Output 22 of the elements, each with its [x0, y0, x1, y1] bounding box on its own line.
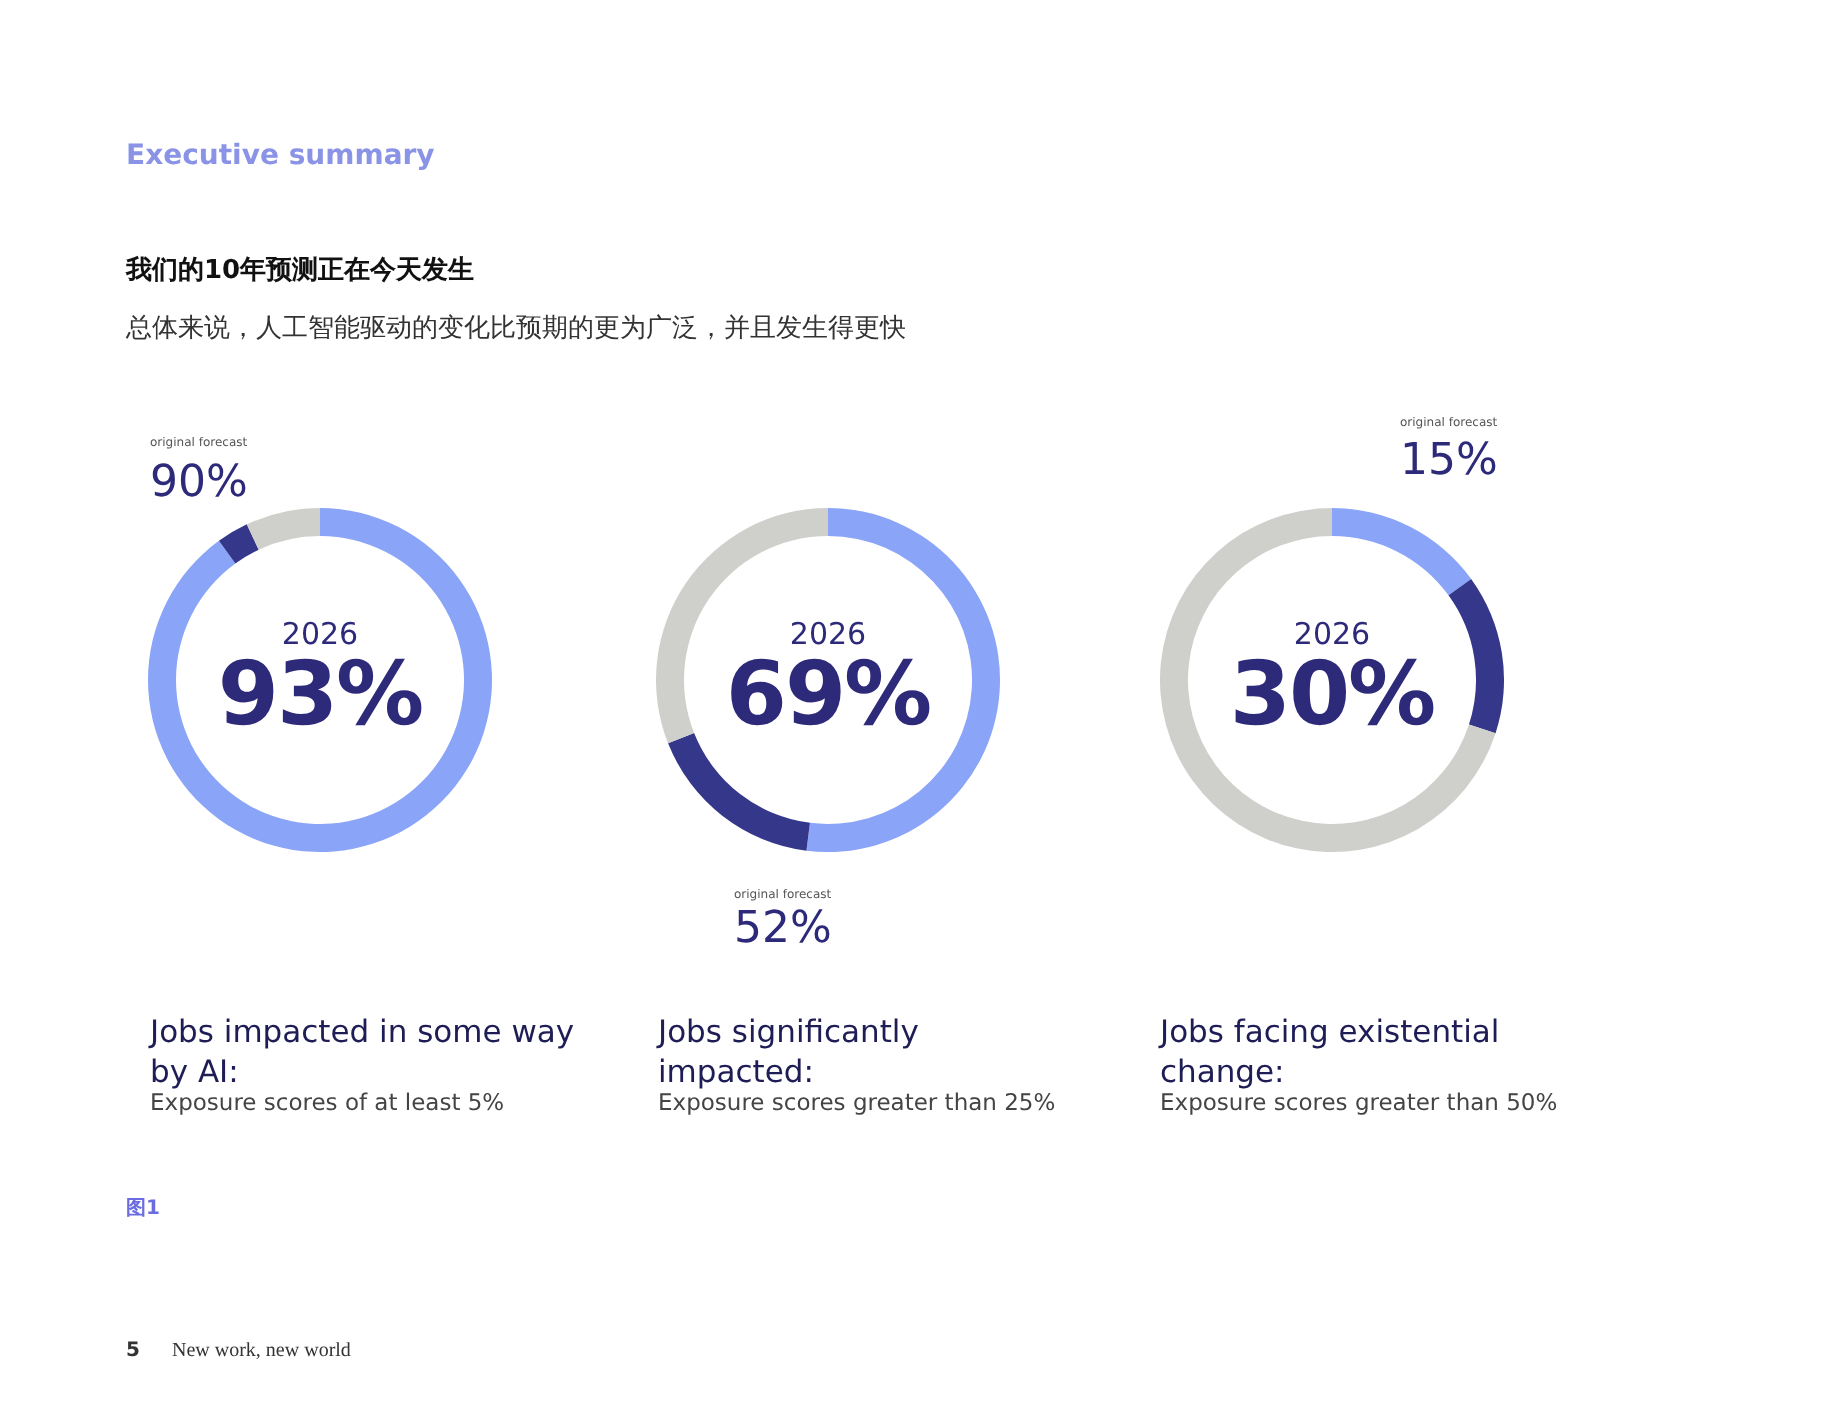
- text: Jobs facing existential change:: [1160, 1012, 1502, 1092]
- text: Exposure scores greater than 25%: [658, 1088, 1056, 1116]
- text: Exposure scores greater than 50%: [1160, 1088, 1558, 1116]
- donut-slice: [1160, 508, 1496, 852]
- text: Exposure scores of at least 5%: [150, 1088, 505, 1116]
- donut-slice: [246, 508, 320, 550]
- donut-slice: [148, 508, 492, 852]
- text: 90%: [150, 458, 248, 508]
- donut-slice: [218, 524, 259, 564]
- text: 总体来说，人工智能驱动的变化比预期的更为广泛，并且发生得更快: [126, 312, 906, 346]
- text: 我们的10年预测正在今天发生: [126, 254, 475, 288]
- text: New work, new world: [172, 1340, 351, 1362]
- donut-slice: [668, 733, 810, 851]
- donut-slice: [1448, 578, 1504, 734]
- text: Executive summary: [126, 140, 435, 172]
- donut-slice: [1332, 508, 1472, 596]
- text: Jobs significantly impacted:: [658, 1012, 921, 1092]
- text: 5: [126, 1340, 140, 1362]
- text: 15%: [1400, 436, 1498, 486]
- text: 52%: [734, 904, 832, 954]
- text: Jobs impacted in some way by AI:: [150, 1012, 577, 1092]
- caption: 图1: [126, 1196, 160, 1222]
